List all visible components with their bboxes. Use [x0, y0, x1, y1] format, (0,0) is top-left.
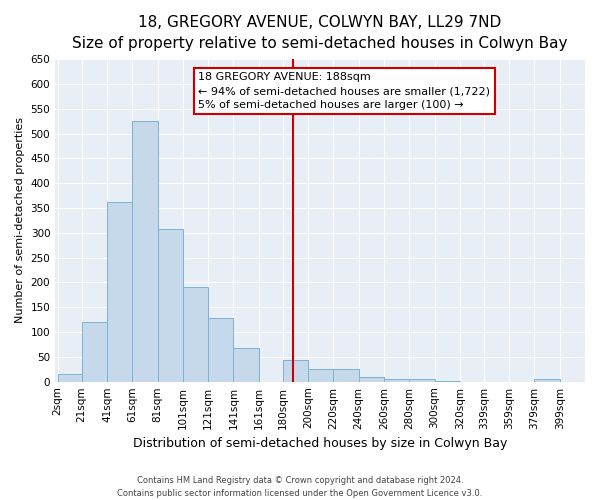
X-axis label: Distribution of semi-detached houses by size in Colwyn Bay: Distribution of semi-detached houses by …	[133, 437, 507, 450]
Text: Contains HM Land Registry data © Crown copyright and database right 2024.
Contai: Contains HM Land Registry data © Crown c…	[118, 476, 482, 498]
Bar	[283, 360, 308, 382]
Bar	[133, 121, 158, 382]
Bar	[535, 379, 560, 382]
Title: 18, GREGORY AVENUE, COLWYN BAY, LL29 7ND
Size of property relative to semi-detac: 18, GREGORY AVENUE, COLWYN BAY, LL29 7ND…	[73, 15, 568, 51]
Bar	[334, 370, 359, 382]
Bar	[434, 380, 460, 382]
Bar	[82, 322, 107, 382]
Bar	[384, 378, 409, 382]
Bar	[409, 379, 434, 382]
Bar	[308, 370, 334, 382]
Bar	[183, 288, 208, 382]
Bar	[107, 202, 133, 382]
Bar	[208, 318, 233, 382]
Bar	[158, 230, 183, 382]
Y-axis label: Number of semi-detached properties: Number of semi-detached properties	[15, 118, 25, 324]
Bar	[359, 376, 384, 382]
Text: 18 GREGORY AVENUE: 188sqm
← 94% of semi-detached houses are smaller (1,722)
5% o: 18 GREGORY AVENUE: 188sqm ← 94% of semi-…	[198, 72, 490, 110]
Bar	[58, 374, 82, 382]
Bar	[233, 348, 259, 382]
